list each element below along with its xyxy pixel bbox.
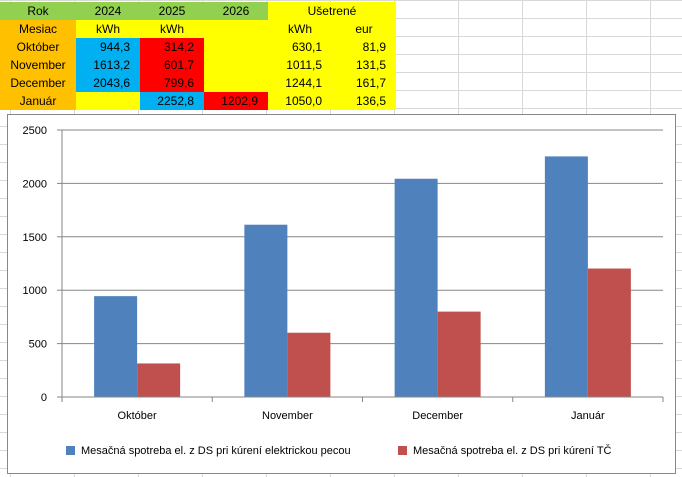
y-tick-label: 1500 bbox=[23, 232, 47, 244]
legend-item-series-2[interactable]: Mesačná spotreba el. z DS pri kúrení TČ bbox=[398, 443, 612, 459]
cell-kwh-saved[interactable]: 630,1 bbox=[268, 38, 332, 56]
header-usetrene[interactable]: Ušetrené bbox=[268, 2, 396, 20]
cell-2026[interactable] bbox=[204, 56, 268, 74]
header-2024[interactable]: 2024 bbox=[76, 2, 140, 20]
cell-eur[interactable]: 136,5 bbox=[332, 92, 396, 110]
header-mesiac[interactable]: Mesiac bbox=[0, 20, 76, 38]
legend-label: Mesačná spotreba el. z DS pri kúrení TČ bbox=[413, 445, 612, 457]
legend-swatch-icon bbox=[398, 445, 407, 455]
header-blank-2026[interactable] bbox=[204, 20, 268, 38]
header-kwh-saved[interactable]: kWh bbox=[268, 20, 332, 38]
header-2026[interactable]: 2026 bbox=[204, 2, 268, 20]
row-month-cell[interactable]: December bbox=[0, 74, 76, 92]
y-tick-label: 0 bbox=[41, 392, 47, 404]
x-tick-label: Január bbox=[571, 410, 605, 422]
cell-kwh-saved[interactable]: 1244,1 bbox=[268, 74, 332, 92]
legend-swatch-icon bbox=[66, 445, 75, 455]
bar-chart[interactable]: 0 500 1000 1500 2000 2500 Október November Decem… bbox=[7, 114, 676, 474]
row-month-cell[interactable]: November bbox=[0, 56, 76, 74]
cell-2026[interactable] bbox=[204, 74, 268, 92]
chart-canvas: 0 500 1000 1500 2000 2500 Október November Decem… bbox=[23, 125, 664, 422]
y-tick-label: 2500 bbox=[23, 125, 47, 137]
cell-2024[interactable]: 2043,6 bbox=[76, 74, 140, 92]
x-tick-label: November bbox=[262, 410, 313, 422]
bar bbox=[394, 178, 438, 397]
legend-item-series-1[interactable]: Mesačná spotreba el. z DS pri kúrení ele… bbox=[66, 443, 351, 459]
bar bbox=[244, 224, 288, 397]
y-tick-label: 500 bbox=[29, 339, 47, 351]
cell-2025[interactable]: 799,6 bbox=[140, 74, 204, 92]
cell-2025[interactable]: 601,7 bbox=[140, 56, 204, 74]
row-month-cell[interactable]: Január bbox=[0, 92, 76, 110]
bar bbox=[94, 296, 138, 397]
cell-kwh-saved[interactable]: 1050,0 bbox=[268, 92, 332, 110]
x-tick-label: Október bbox=[118, 410, 157, 422]
cell-2026[interactable] bbox=[204, 38, 268, 56]
y-tick-label: 2000 bbox=[23, 178, 47, 190]
bar bbox=[587, 268, 631, 397]
cell-eur[interactable]: 81,9 bbox=[332, 38, 396, 56]
cell-2026[interactable]: 1202,9 bbox=[204, 92, 268, 110]
cell-kwh-saved[interactable]: 1011,5 bbox=[268, 56, 332, 74]
cell-2025[interactable]: 314,2 bbox=[140, 38, 204, 56]
header-rok[interactable]: Rok bbox=[0, 2, 76, 20]
cell-2024[interactable]: 1613,2 bbox=[76, 56, 140, 74]
bar bbox=[437, 311, 481, 397]
header-eur[interactable]: eur bbox=[332, 20, 396, 38]
y-tick-label: 1000 bbox=[23, 285, 47, 297]
bar bbox=[287, 332, 331, 397]
cell-2024[interactable] bbox=[76, 92, 140, 110]
cell-eur[interactable]: 161,7 bbox=[332, 74, 396, 92]
bar bbox=[544, 156, 588, 397]
header-kwh-2025[interactable]: kWh bbox=[140, 20, 204, 38]
header-kwh-2024[interactable]: kWh bbox=[76, 20, 140, 38]
header-2025[interactable]: 2025 bbox=[140, 2, 204, 20]
x-tick-label: December bbox=[412, 410, 463, 422]
row-month-cell[interactable]: Október bbox=[0, 38, 76, 56]
cell-2024[interactable]: 944,3 bbox=[76, 38, 140, 56]
bar bbox=[137, 363, 181, 397]
legend-label: Mesačná spotreba el. z DS pri kúrení ele… bbox=[81, 445, 351, 457]
cell-2025[interactable]: 2252,8 bbox=[140, 92, 204, 110]
cell-eur[interactable]: 131,5 bbox=[332, 56, 396, 74]
